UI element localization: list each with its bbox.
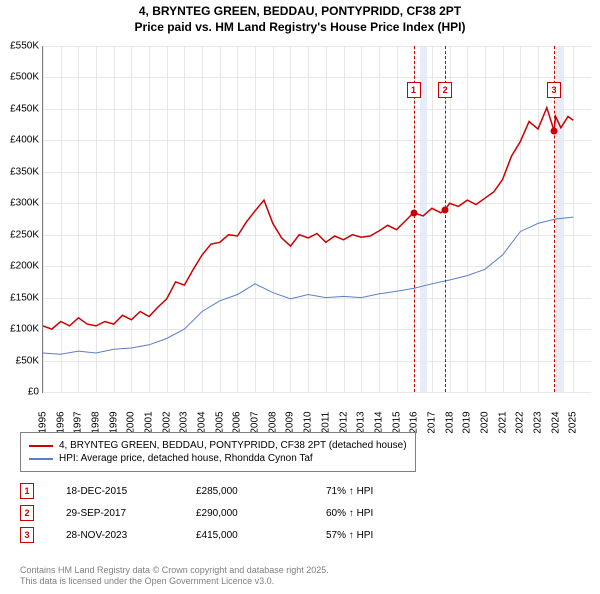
transaction-hpi: 57% ↑ HPI: [326, 530, 436, 541]
y-axis-label: £350K: [1, 166, 39, 177]
x-axis-label: 2017: [426, 408, 437, 438]
y-axis-label: £450K: [1, 103, 39, 114]
title-line-2: Price paid vs. HM Land Registry's House …: [0, 20, 600, 36]
transaction-price: £285,000: [196, 486, 326, 497]
legend-row-1: 4, BRYNTEG GREEN, BEDDAU, PONTYPRIDD, CF…: [29, 440, 407, 451]
transaction-price: £415,000: [196, 530, 326, 541]
event-marker-box: 1: [407, 82, 421, 98]
y-axis-label: £550K: [1, 41, 39, 52]
y-axis-label: £300K: [1, 198, 39, 209]
y-axis-label: £150K: [1, 292, 39, 303]
x-axis-label: 2018: [444, 408, 455, 438]
x-axis-label: 2022: [515, 408, 526, 438]
transaction-price: £290,000: [196, 508, 326, 519]
x-axis-label: 2020: [479, 408, 490, 438]
x-axis-label: 2021: [497, 408, 508, 438]
event-marker-box: 2: [438, 82, 452, 98]
y-axis-label: £250K: [1, 229, 39, 240]
legend-label-1: 4, BRYNTEG GREEN, BEDDAU, PONTYPRIDD, CF…: [59, 440, 407, 451]
transaction-date: 29-SEP-2017: [66, 508, 196, 519]
event-marker-box: 3: [547, 82, 561, 98]
y-axis-label: £500K: [1, 72, 39, 83]
x-axis-label: 2019: [462, 408, 473, 438]
event-point: [410, 209, 417, 216]
legend-label-2: HPI: Average price, detached house, Rhon…: [59, 453, 313, 464]
plot-area: £0£50K£100K£150K£200K£250K£300K£350K£400…: [42, 46, 591, 393]
transaction-marker: 3: [20, 527, 34, 543]
footer-line-2: This data is licensed under the Open Gov…: [20, 576, 329, 588]
transaction-table: 1 18-DEC-2015£285,00071% ↑ HPI 2 29-SEP-201…: [20, 480, 436, 546]
transaction-hpi: 60% ↑ HPI: [326, 508, 436, 519]
x-axis-label: 2024: [550, 408, 561, 438]
y-axis-label: £50K: [1, 355, 39, 366]
transaction-hpi: 71% ↑ HPI: [326, 486, 436, 497]
footer: Contains HM Land Registry data © Crown c…: [20, 565, 329, 588]
chart-title: 4, BRYNTEG GREEN, BEDDAU, PONTYPRIDD, CF…: [0, 4, 600, 35]
x-axis-label: 2025: [568, 408, 579, 438]
transaction-date: 28-NOV-2023: [66, 530, 196, 541]
gridline-horizontal: [43, 392, 591, 393]
legend: 4, BRYNTEG GREEN, BEDDAU, PONTYPRIDD, CF…: [20, 432, 416, 472]
legend-swatch-2: [29, 458, 53, 460]
transaction-row: 3 28-NOV-2023£415,00057% ↑ HPI: [20, 524, 436, 546]
chart-area: £0£50K£100K£150K£200K£250K£300K£350K£400…: [42, 46, 590, 392]
transaction-marker: 2: [20, 505, 34, 521]
y-axis-label: £200K: [1, 261, 39, 272]
transaction-date: 18-DEC-2015: [66, 486, 196, 497]
event-point: [551, 127, 558, 134]
y-axis-label: £400K: [1, 135, 39, 146]
line-series: [43, 46, 591, 392]
event-point: [442, 206, 449, 213]
x-axis-label: 2023: [532, 408, 543, 438]
transaction-row: 1 18-DEC-2015£285,00071% ↑ HPI: [20, 480, 436, 502]
y-axis-label: £0: [1, 387, 39, 398]
transaction-row: 2 29-SEP-2017£290,00060% ↑ HPI: [20, 502, 436, 524]
title-line-1: 4, BRYNTEG GREEN, BEDDAU, PONTYPRIDD, CF…: [0, 4, 600, 20]
transaction-marker: 1: [20, 483, 34, 499]
footer-line-1: Contains HM Land Registry data © Crown c…: [20, 565, 329, 577]
legend-row-2: HPI: Average price, detached house, Rhon…: [29, 453, 407, 464]
legend-swatch-1: [29, 445, 53, 447]
y-axis-label: £100K: [1, 324, 39, 335]
series-line: [43, 108, 573, 329]
